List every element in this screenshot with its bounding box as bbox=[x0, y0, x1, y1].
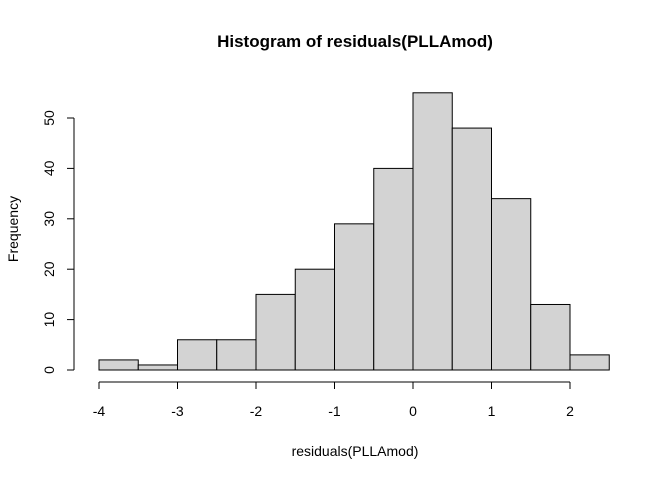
x-tick-label: 0 bbox=[409, 403, 417, 419]
histogram-bar bbox=[569, 354, 610, 371]
histogram-bar bbox=[98, 359, 139, 371]
x-tick-label: 2 bbox=[566, 403, 574, 419]
y-tick-label: 50 bbox=[41, 110, 57, 126]
y-tick-label: 10 bbox=[41, 312, 57, 328]
y-axis-label: Frequency bbox=[5, 196, 21, 262]
histogram-bar bbox=[216, 339, 257, 371]
x-axis: -4 -3 -2 -1 0 1 2 bbox=[93, 381, 574, 419]
y-axis: 0 10 20 30 40 50 bbox=[41, 110, 75, 374]
histogram-bar bbox=[294, 268, 335, 371]
histogram-bar bbox=[373, 167, 414, 371]
histogram-bar bbox=[137, 364, 178, 371]
x-axis-label: residuals(PLLAmod) bbox=[292, 443, 419, 459]
x-tick-label: -2 bbox=[250, 403, 263, 419]
y-tick-label: 0 bbox=[41, 366, 57, 374]
y-tick-label: 20 bbox=[41, 261, 57, 277]
bars-group bbox=[98, 92, 610, 371]
histogram-bar bbox=[177, 339, 218, 371]
x-tick-label: -4 bbox=[93, 403, 106, 419]
chart-title: Histogram of residuals(PLLAmod) bbox=[217, 32, 493, 51]
y-tick-label: 40 bbox=[41, 160, 57, 176]
histogram-bar bbox=[491, 198, 532, 371]
y-tick-label: 30 bbox=[41, 211, 57, 227]
x-tick-label: -1 bbox=[328, 403, 341, 419]
x-tick-label: 1 bbox=[488, 403, 496, 419]
histogram-bar bbox=[451, 127, 492, 371]
x-tick-label: -3 bbox=[171, 403, 184, 419]
histogram-bar bbox=[412, 92, 453, 371]
histogram-bar bbox=[255, 293, 296, 371]
histogram-bar bbox=[530, 303, 571, 371]
histogram-bar bbox=[334, 223, 375, 371]
